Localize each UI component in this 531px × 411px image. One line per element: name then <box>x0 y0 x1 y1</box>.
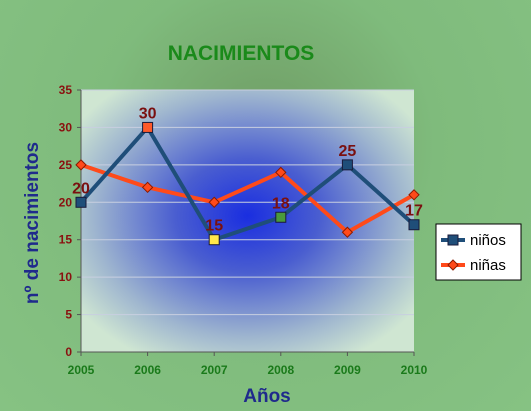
data-label: 30 <box>139 105 157 122</box>
data-label: 20 <box>72 180 90 197</box>
legend-marker <box>447 259 459 271</box>
x-tick-labels: 2005 2006 2007 2008 2009 2010 <box>68 352 428 377</box>
data-label: 25 <box>339 143 357 160</box>
y-tick-label: 15 <box>59 233 73 247</box>
data-point-diamond <box>208 196 220 208</box>
data-point-diamond <box>408 189 420 201</box>
x-tick-label: 2009 <box>334 363 361 377</box>
y-tick-labels: 0 5 10 15 20 25 30 35 <box>59 83 81 359</box>
chart-title: NACIMIENTOS <box>168 42 315 65</box>
gridlines <box>81 89 414 316</box>
y-tick-label: 35 <box>59 83 73 97</box>
legend-label: niñas <box>470 257 506 274</box>
y-tick-label: 30 <box>59 120 73 134</box>
data-point-square <box>341 159 353 171</box>
series-markers <box>75 121 420 246</box>
plot-area <box>81 90 414 352</box>
data-label: 17 <box>405 203 423 220</box>
data-point-square <box>275 211 287 223</box>
data-point-diamond <box>141 181 154 194</box>
data-label: 18 <box>272 195 290 212</box>
series-line-0 <box>79 124 416 243</box>
legend: niños niñas <box>435 223 522 281</box>
y-axis-label: nº de nacimientos <box>22 142 43 304</box>
y-tick-label: 25 <box>59 158 73 172</box>
legend-marker <box>447 234 459 246</box>
x-tick-label: 2005 <box>68 363 95 377</box>
data-point-diamond <box>75 159 87 171</box>
data-point-square <box>75 196 87 208</box>
series-lines <box>79 124 416 243</box>
legend-label: niños <box>470 232 506 249</box>
data-point-square <box>142 121 154 133</box>
x-axis-label: Años <box>243 386 291 407</box>
data-point-square <box>208 234 220 246</box>
data-labels: 20 30 15 18 25 17 <box>72 105 423 234</box>
legend-box <box>435 223 522 281</box>
data-point-diamond <box>341 226 354 238</box>
series-line-1 <box>80 162 415 235</box>
y-tick-label: 20 <box>59 195 73 209</box>
x-tick-label: 2007 <box>201 363 228 377</box>
y-tick-label: 10 <box>59 270 73 284</box>
x-tick-label: 2008 <box>267 363 294 377</box>
data-point-diamond <box>275 166 287 179</box>
y-tick-label: 0 <box>65 345 72 359</box>
x-tick-label: 2010 <box>401 363 428 377</box>
x-tick-label: 2006 <box>134 363 161 377</box>
data-label: 15 <box>205 218 223 235</box>
y-tick-label: 5 <box>65 308 72 322</box>
data-point-square <box>408 219 420 231</box>
